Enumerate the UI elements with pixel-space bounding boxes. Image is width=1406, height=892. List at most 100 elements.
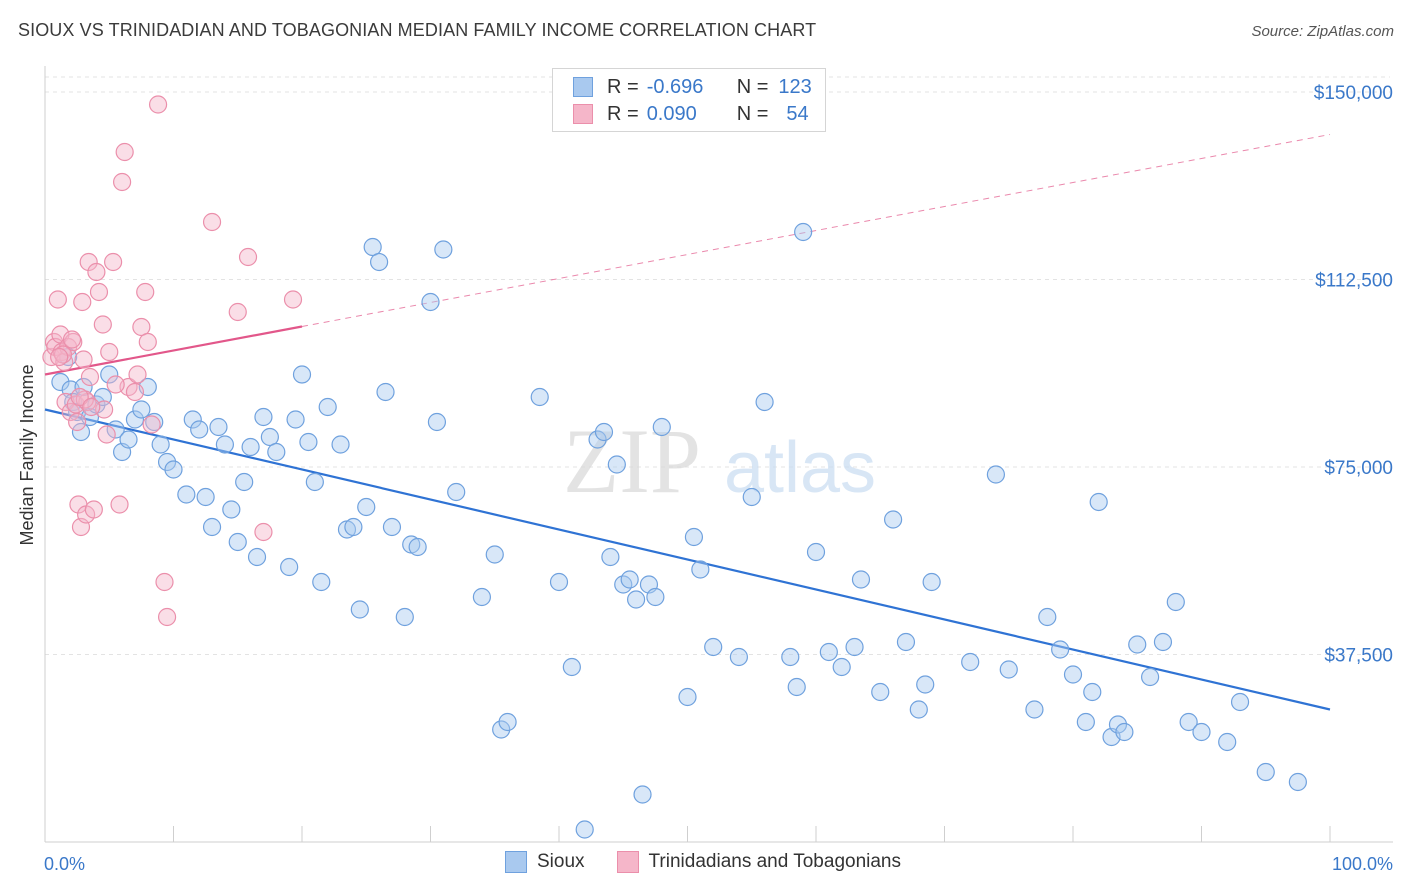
- y-tick-label: $150,000: [1314, 83, 1393, 104]
- point-sioux: [1179, 712, 1198, 732]
- point-trinidadian: [73, 292, 92, 312]
- point-sioux: [331, 435, 350, 454]
- y-tick-label: $112,500: [1315, 271, 1393, 292]
- point-trinidadian: [89, 282, 109, 302]
- point-sioux: [119, 430, 138, 449]
- point-trinidadian: [157, 607, 177, 627]
- gridlines: [45, 76, 1390, 655]
- point-trinidadian: [82, 397, 101, 417]
- point-sioux: [408, 537, 427, 557]
- point-trinidadian: [104, 252, 123, 272]
- y-tick-label: $75,000: [1324, 458, 1393, 479]
- point-trinidadian: [62, 330, 82, 349]
- point-sioux: [247, 547, 267, 567]
- trend-line-sioux: [44, 408, 1331, 711]
- point-sioux: [704, 637, 723, 657]
- point-trinidadian: [228, 302, 247, 322]
- point-sioux: [151, 435, 170, 454]
- point-sioux: [164, 460, 183, 479]
- point-trinidadian: [238, 247, 258, 267]
- point-sioux: [684, 527, 704, 547]
- point-sioux: [1108, 715, 1128, 734]
- point-sioux: [421, 292, 440, 312]
- point-trinidadian: [148, 95, 168, 114]
- point-sioux: [1218, 732, 1237, 752]
- point-sioux: [787, 677, 806, 697]
- point-trinidadian: [50, 347, 69, 367]
- legend-r-label: R =: [607, 102, 639, 125]
- point-sioux: [395, 607, 414, 627]
- point-trinidadian: [112, 172, 132, 192]
- legend-label-sioux: Sioux: [537, 851, 585, 872]
- watermark-atlas: atlas: [724, 428, 876, 508]
- point-sioux: [1256, 762, 1275, 782]
- point-sioux: [235, 472, 254, 492]
- point-trinidadian: [68, 412, 87, 432]
- watermark-zip: ZIP: [563, 410, 701, 512]
- point-sioux: [447, 482, 466, 502]
- point-sioux: [125, 410, 145, 429]
- point-sioux: [190, 420, 209, 439]
- point-trinidadian: [155, 572, 174, 592]
- point-sioux: [427, 412, 447, 432]
- point-sioux: [620, 570, 639, 589]
- point-sioux: [871, 682, 890, 702]
- point-sioux: [376, 382, 395, 402]
- legend-n-label: N =: [736, 102, 769, 125]
- legend-swatch-trinidadian: [573, 104, 593, 124]
- point-trinidadian: [80, 367, 100, 387]
- point-sioux: [357, 497, 376, 517]
- point-sioux: [177, 485, 196, 504]
- point-sioux: [742, 487, 761, 507]
- legend-label-trinidadian: Trinidadians and Tobagonians: [648, 851, 901, 872]
- point-sioux: [652, 417, 671, 437]
- point-sioux: [1076, 712, 1095, 732]
- point-sioux: [999, 660, 1018, 679]
- y-axis-label: Median Family Income: [17, 364, 37, 545]
- point-sioux: [1230, 692, 1250, 712]
- trend-line-trinidadian-extrapolated: [301, 134, 1331, 327]
- point-sioux: [678, 687, 697, 707]
- point-sioux: [1288, 772, 1307, 792]
- point-trinidadian: [138, 332, 157, 352]
- point-sioux: [1089, 492, 1108, 512]
- legend-item-trinidadian[interactable]: Trinidadians and Tobagonians: [616, 851, 901, 873]
- legend-item-sioux[interactable]: Sioux: [505, 851, 585, 873]
- point-sioux: [363, 237, 382, 257]
- point-sioux: [986, 465, 1006, 484]
- point-sioux: [530, 387, 549, 407]
- point-sioux: [794, 222, 813, 242]
- point-sioux: [202, 517, 222, 537]
- stats-legend: R = -0.696 N = 123 R = 0.090 N = 54: [552, 68, 826, 132]
- point-sioux: [434, 240, 453, 259]
- point-trinidadian: [87, 262, 106, 282]
- point-trinidadian: [106, 375, 125, 394]
- legend-r-value: -0.696: [646, 75, 704, 98]
- point-trinidadian: [132, 317, 151, 337]
- legend-r-label: R =: [607, 75, 639, 98]
- point-sioux: [961, 652, 980, 672]
- point-sioux: [883, 510, 903, 529]
- point-trinidadian: [254, 522, 273, 542]
- point-sioux: [916, 675, 935, 694]
- x-tick-label-min: 0.0%: [44, 854, 85, 874]
- point-sioux: [1140, 667, 1160, 687]
- point-sioux: [260, 427, 279, 447]
- point-sioux: [196, 487, 215, 507]
- legend-n-label: N =: [736, 75, 769, 98]
- point-sioux: [626, 590, 646, 609]
- point-sioux: [1025, 700, 1044, 719]
- point-sioux: [350, 600, 369, 619]
- point-sioux: [344, 517, 363, 537]
- legend-swatch-sioux: [573, 77, 593, 97]
- point-sioux: [549, 572, 569, 592]
- point-trinidadian: [136, 282, 155, 302]
- point-sioux: [382, 517, 402, 537]
- point-sioux: [1115, 722, 1134, 742]
- legend-n-value: 123: [778, 75, 812, 98]
- point-sioux: [806, 542, 826, 562]
- point-sioux: [370, 252, 389, 272]
- point-sioux: [729, 647, 749, 667]
- source-label: Source: ZipAtlas.com: [1251, 23, 1394, 40]
- point-sioux: [755, 392, 774, 412]
